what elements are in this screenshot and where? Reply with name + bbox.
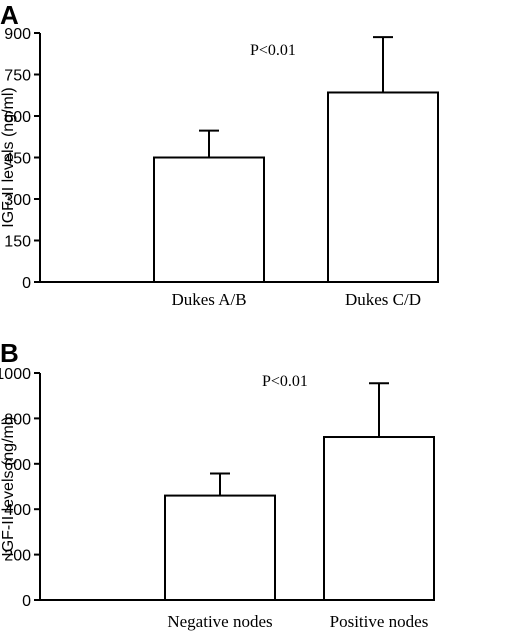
y-tick-label: 450 [4,151,31,168]
y-tick-label: 1000 [0,366,31,383]
y-tick-label: 400 [4,502,31,519]
y-tick-label: 900 [4,26,31,43]
panel-a: A 0 150 300 450 600 750 900 IGF-II levels (ng/ml… [0,0,439,309]
y-tick-label: 150 [4,234,31,251]
y-axis-title: IGF-II levels (ng/ml) [0,416,17,556]
panel-b: B 0 200 400 600 800 1000 IGF-II levels (ng/ml) N… [0,338,435,631]
y-tick-label: 600 [4,109,31,126]
p-value-annotation: P<0.01 [250,42,296,59]
y-tick-label: 600 [4,457,31,474]
panel-letter: B [0,338,19,368]
bar [153,156,265,283]
category-label: Positive nodes [330,612,429,631]
category-label: Negative nodes [167,612,272,631]
panel-letter: A [0,0,19,30]
y-tick-label: 0 [22,275,31,292]
category-label: Dukes A/B [171,290,246,309]
bar [164,494,276,601]
p-value-annotation: P<0.01 [262,373,308,390]
category-label: Dukes C/D [345,290,421,309]
y-tick-label: 300 [4,192,31,209]
y-tick-label: 0 [22,593,31,610]
bar [327,91,439,283]
bar [323,436,435,601]
y-tick-label: 750 [4,68,31,85]
y-tick-label: 800 [4,411,31,428]
y-tick-label: 200 [4,548,31,565]
y-axis-title: IGF-II levels (ng/ml) [0,87,17,227]
